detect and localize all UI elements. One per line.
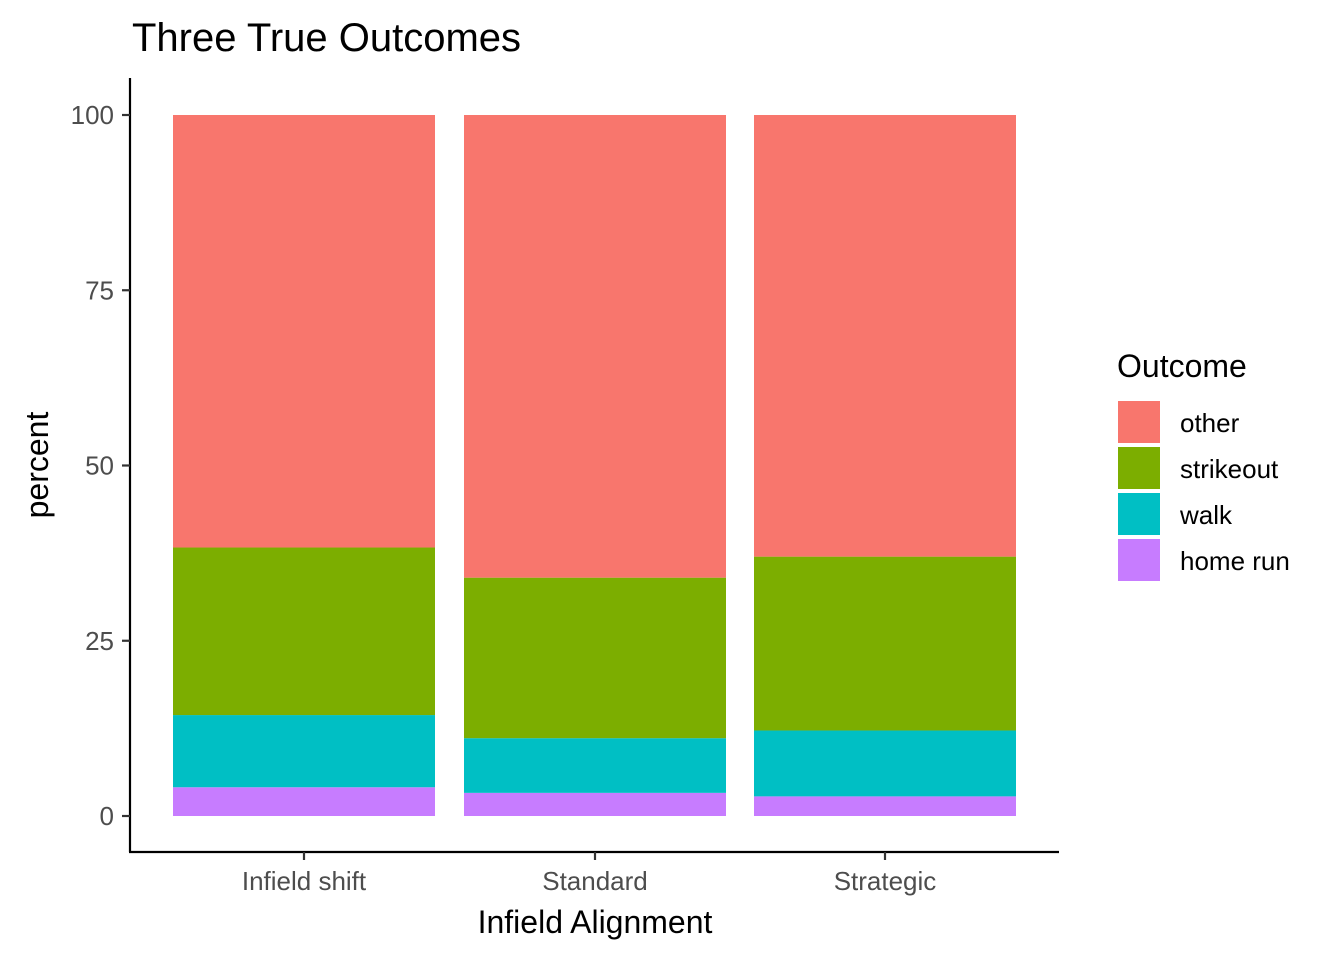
bar-strategic-other — [754, 115, 1016, 557]
bar-infield-shift-strikeout — [173, 547, 435, 716]
bar-group — [173, 115, 1016, 816]
y-tick-label: 100 — [71, 100, 114, 130]
bar-standard-walk — [464, 738, 726, 793]
bar-strategic-home-run — [754, 796, 1016, 816]
x-axis-ticks: Infield shift Standard Strategic — [242, 852, 936, 896]
legend-key-other — [1118, 401, 1160, 443]
legend: Outcome other strikeout walk home run — [1117, 348, 1290, 581]
bar-infield-shift-home-run — [173, 787, 435, 816]
y-axis-title: percent — [19, 412, 55, 519]
bar-standard-strikeout — [464, 577, 726, 739]
y-tick-label: 75 — [85, 275, 114, 305]
bar-strategic-strikeout — [754, 556, 1016, 731]
y-tick-label: 0 — [100, 801, 114, 831]
y-tick-label: 25 — [85, 626, 114, 656]
bar-infield-shift-walk — [173, 715, 435, 788]
y-tick-label: 50 — [85, 451, 114, 481]
x-tick-label: Infield shift — [242, 866, 367, 896]
bar-strategic-walk — [754, 730, 1016, 797]
legend-key-walk — [1118, 493, 1160, 535]
x-axis-title: Infield Alignment — [478, 904, 713, 940]
legend-label-walk: walk — [1179, 500, 1233, 530]
legend-label-home-run: home run — [1180, 546, 1290, 576]
x-tick-label: Strategic — [834, 866, 937, 896]
y-axis-ticks: 0 25 50 75 100 — [71, 100, 130, 831]
legend-key-strikeout — [1118, 447, 1160, 489]
legend-key-home-run — [1118, 539, 1160, 581]
legend-title: Outcome — [1117, 348, 1247, 384]
bar-infield-shift-other — [173, 115, 435, 548]
bar-standard-other — [464, 115, 726, 578]
legend-label-other: other — [1180, 408, 1240, 438]
x-tick-label: Standard — [542, 866, 648, 896]
legend-label-strikeout: strikeout — [1180, 454, 1279, 484]
chart-title: Three True Outcomes — [132, 16, 521, 60]
bar-standard-home-run — [464, 792, 726, 816]
